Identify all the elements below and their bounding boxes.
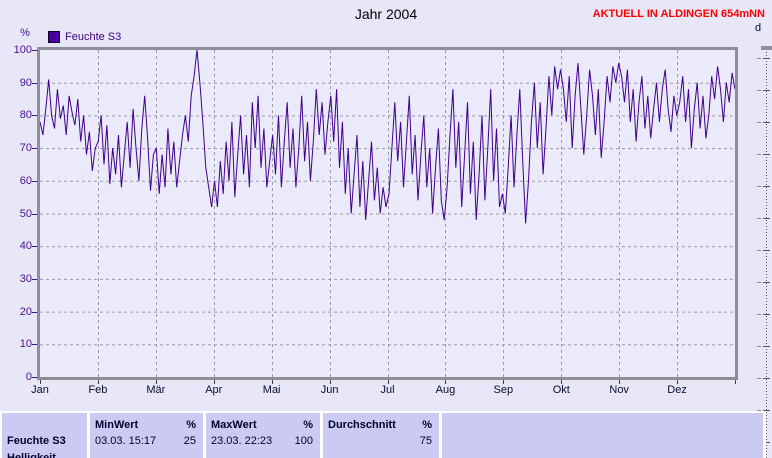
avg-header: Durchschnitt <box>328 419 396 431</box>
max-value: 100 <box>294 435 313 447</box>
min-unit: % <box>186 419 196 431</box>
x-tick-mark <box>445 380 446 384</box>
y-tick-label: 30 <box>19 272 32 285</box>
min-header-row: MinWert % <box>95 419 196 431</box>
status-link[interactable]: AKTUELL IN ALDINGEN 654mNN <box>592 8 765 20</box>
x-tick-label-feb: Feb <box>88 384 108 396</box>
y-tick-label: 10 <box>19 338 32 351</box>
stats-cell-empty <box>442 413 763 458</box>
max-header: MaxWert <box>211 419 257 431</box>
humidity-series-line <box>40 50 735 224</box>
x-tick-label-nov: Nov <box>609 384 629 396</box>
chart-plot-area <box>37 47 738 380</box>
min-value-row: 03.03. 15:17 25 <box>95 435 196 447</box>
x-tick-label-aug: Aug <box>435 384 456 396</box>
x-tick-mark <box>388 380 389 384</box>
y-tick-label: 20 <box>19 305 32 318</box>
y-tick-mark <box>32 344 37 346</box>
stats-cell-max: MaxWert % 23.03. 22:23 100 <box>206 413 320 458</box>
max-unit: % <box>303 419 313 431</box>
avg-header-row: Durchschnitt % <box>328 419 432 431</box>
x-tick-mark <box>98 380 99 384</box>
x-tick-mark <box>40 380 41 384</box>
stats-cell-min: MinWert % 03.03. 15:17 25 <box>90 413 203 458</box>
x-tick-label-sep: Sep <box>493 384 514 396</box>
y-tick-label: 40 <box>19 240 32 253</box>
avg-unit: % <box>422 419 432 431</box>
adjacent-panel-frame-top <box>761 46 772 50</box>
x-tick-mark <box>735 380 736 384</box>
adjacent-panel-label: d <box>755 22 762 34</box>
stats-cell-sensor: Feuchte S3 Helligkeit <box>2 413 87 458</box>
x-tick-label-apr: Apr <box>205 384 223 396</box>
max-header-row: MaxWert % <box>211 419 313 431</box>
y-tick-mark <box>32 377 37 378</box>
x-tick-label-jan: Jan <box>31 384 49 396</box>
x-tick-mark <box>272 380 273 384</box>
stats-table: Feuchte S3 Helligkeit MinWert % 03.03. 1… <box>0 411 766 458</box>
y-tick-mark <box>32 246 37 248</box>
adjacent-panel-tick-marks <box>757 58 761 458</box>
y-axis-unit-label: % <box>20 27 30 39</box>
page-title: Jahr 2004 <box>354 6 418 22</box>
max-value-row: 23.03. 22:23 100 <box>211 435 313 447</box>
y-tick-label: 0 <box>25 371 32 383</box>
x-tick-mark <box>214 380 215 384</box>
y-tick-mark <box>32 278 37 280</box>
x-tick-mark <box>330 380 331 384</box>
y-tick-label: 90 <box>19 76 32 89</box>
y-tick-mark <box>32 148 37 150</box>
x-tick-mark <box>619 380 620 384</box>
sensor-name: Feuchte S3 <box>7 435 66 447</box>
min-datetime: 03.03. 15:17 <box>95 435 157 447</box>
avg-value: 75 <box>419 435 432 447</box>
x-tick-label-jul: Jul <box>380 384 395 396</box>
y-tick-label: 60 <box>19 174 32 187</box>
min-header: MinWert <box>95 419 139 431</box>
x-tick-mark <box>503 380 504 384</box>
x-tick-label-okt: Okt <box>552 384 570 396</box>
x-tick-label-jun: Jun <box>320 384 339 396</box>
x-tick-mark <box>156 380 157 384</box>
y-tick-label: 80 <box>19 109 32 122</box>
y-tick-mark <box>32 213 37 215</box>
y-tick-mark <box>32 180 37 182</box>
y-tick-label: 100 <box>13 44 32 56</box>
legend: Feuchte S3 <box>48 31 121 43</box>
legend-label: Feuchte S3 <box>65 31 122 43</box>
y-tick-label: 70 <box>19 142 32 155</box>
max-datetime: 23.03. 22:23 <box>211 435 273 447</box>
x-tick-mark <box>677 380 678 384</box>
x-tick-label-mai: Mai <box>262 384 281 396</box>
adjacent-panel-cross-ticks <box>763 58 770 458</box>
y-tick-mark <box>32 311 37 313</box>
y-tick-mark <box>32 115 37 117</box>
y-tick-mark <box>32 82 37 84</box>
next-sensor-name: Helligkeit <box>7 452 56 458</box>
y-tick-mark <box>32 50 37 51</box>
stats-cell-avg: Durchschnitt % 75 <box>323 413 439 458</box>
humidity-line-chart <box>40 50 735 377</box>
x-tick-label-mär: Mär <box>146 384 166 396</box>
x-tick-mark <box>561 380 562 384</box>
legend-swatch-icon <box>48 31 60 43</box>
y-tick-label: 50 <box>19 207 32 220</box>
x-tick-label-dez: Dez <box>667 384 687 396</box>
min-value: 25 <box>183 435 196 447</box>
